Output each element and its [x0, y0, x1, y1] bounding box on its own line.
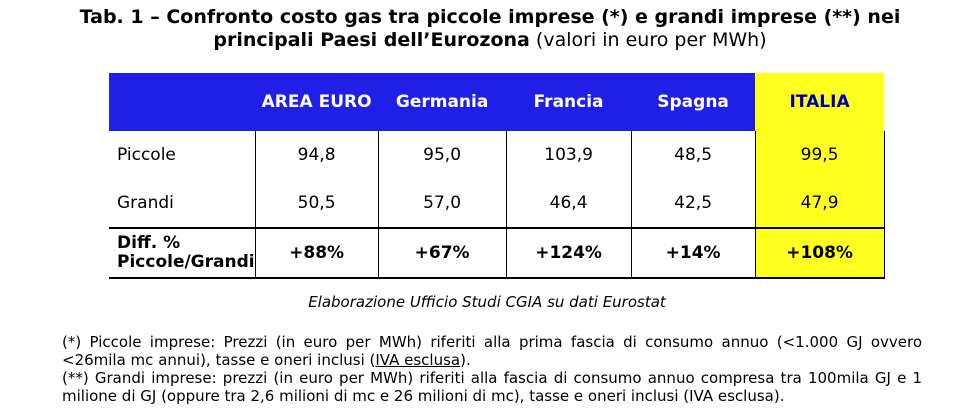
cell-value: 57,0	[377, 179, 507, 228]
title-bold: Tab. 1 – Confronto costo gas tra piccole…	[79, 6, 901, 51]
cell-diff: +67%	[377, 227, 507, 279]
cell-value-italia: 47,9	[754, 179, 885, 228]
row-label: Piccole	[109, 131, 256, 179]
cell-value: 103,9	[505, 131, 632, 179]
title-units: (valori in euro per MWh)	[529, 29, 767, 51]
cell-diff: +124%	[505, 227, 632, 279]
source-caption: Elaborazione Ufficio Studi CGIA su dati …	[308, 293, 666, 311]
footnote-grandi: (**) Grandi imprese: prezzi (in euro per…	[62, 369, 922, 405]
cell-value: 42,5	[630, 179, 756, 228]
cell-value: 95,0	[377, 131, 507, 179]
footnote-piccole: (*) Piccole imprese: Prezzi (in euro per…	[62, 333, 922, 369]
cell-diff: +14%	[630, 227, 756, 279]
note1-end: ).	[460, 351, 471, 369]
table-header-row: AREA EURO Germania Francia Spagna ITALIA	[109, 73, 885, 131]
gas-cost-table: AREA EURO Germania Francia Spagna ITALIA…	[109, 73, 885, 279]
cell-value: 48,5	[630, 131, 756, 179]
cell-value: 50,5	[254, 179, 379, 228]
diff-label-line1: Diff. %	[117, 233, 181, 253]
row-label: Grandi	[109, 179, 256, 228]
header-spagna: Spagna	[631, 73, 756, 131]
cell-value-italia: 99,5	[754, 131, 885, 179]
cell-diff-italia: +108%	[754, 227, 885, 279]
header-francia: Francia	[506, 73, 632, 131]
table-row-piccole: Piccole 94,8 95,0 103,9 48,5 99,5	[109, 131, 885, 179]
note1-underlined: IVA esclusa	[375, 351, 461, 369]
table-title: Tab. 1 – Confronto costo gas tra piccole…	[60, 6, 920, 52]
header-italia: ITALIA	[755, 73, 885, 131]
cell-value: 46,4	[505, 179, 632, 228]
header-germania: Germania	[378, 73, 507, 131]
diff-label-line2: Piccole/Grandi	[117, 252, 255, 272]
row-label-diff: Diff. % Piccole/Grandi	[109, 227, 256, 279]
header-empty-cell	[109, 73, 256, 131]
header-area-euro: AREA EURO	[255, 73, 379, 131]
table-row-diff: Diff. % Piccole/Grandi +88% +67% +124% +…	[109, 227, 885, 279]
cell-value: 94,8	[254, 131, 379, 179]
note1-text: (*) Piccole imprese: Prezzi (in euro per…	[62, 333, 922, 369]
cell-diff: +88%	[254, 227, 379, 279]
table-row-grandi: Grandi 50,5 57,0 46,4 42,5 47,9	[109, 179, 885, 228]
